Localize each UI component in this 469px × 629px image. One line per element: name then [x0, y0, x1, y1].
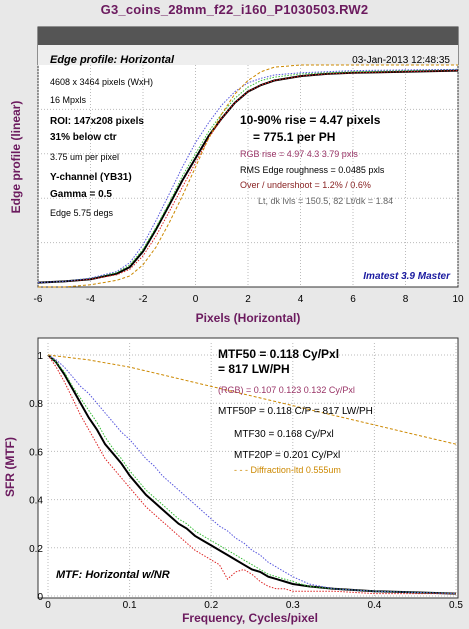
mtf-ylabel: SFR (MTF) [3, 437, 17, 497]
edge-header-band [38, 27, 458, 45]
info-line-3: 31% below ctr [50, 132, 117, 143]
edge-ylabel: Edge profile (linear) [9, 101, 23, 214]
info-line-1: 16 Mpxls [50, 95, 87, 105]
mtf-panel: 0 0.1 0.2 0.3 0.4 0.5 0 0.2 0.4 0.6 0.8 1 MTF50 = … [3, 337, 463, 625]
edge-xtick-label: 6 [350, 294, 356, 305]
mtf-series-green [47, 354, 457, 595]
info-line-0: 4608 x 3464 pixels (WxH) [50, 77, 153, 87]
mtf-ytick-label: 1 [37, 351, 43, 362]
mtf-xlabel: Frequency, Cycles/pixel [182, 611, 318, 625]
info-line-4: 3.75 um per pixel [50, 152, 119, 162]
info-line-5: Y-channel (YB31) [50, 172, 132, 183]
mtf-series-blue [47, 354, 457, 595]
info-line-2: ROI: 147x208 pixels [50, 116, 144, 127]
rms-roughness: RMS Edge roughness = 0.0485 pxls [240, 165, 385, 175]
edge-xtick-label: -2 [139, 294, 148, 305]
edge-xtick-label: -4 [86, 294, 95, 305]
edge-series-diffraction [38, 64, 458, 288]
rise-line-1: 10-90% rise = 4.47 pixels [240, 113, 381, 127]
mtf-series-red [47, 354, 456, 595]
edge-header-light-band [38, 45, 458, 65]
mtf50-lwph: = 817 LW/PH [218, 362, 290, 376]
window-title: G3_coins_28mm_f22_i160_P1030503.RW2 [100, 2, 369, 17]
edge-xtick-label: 2 [245, 294, 251, 305]
mtf-xtick-label: 0 [45, 600, 51, 611]
mtf30-value: MTF30 = 0.168 Cy/Pxl [234, 429, 334, 440]
mtf-ytick-label: 0.6 [29, 447, 43, 458]
mtf-xtick-label: 0.1 [123, 600, 137, 611]
edge-profile-panel: -6 -4 -2 0 2 4 6 8 10 Edge profile: Horizontal 0… [9, 26, 464, 325]
edge-xtick-label: 8 [403, 294, 409, 305]
mtf50-value: MTF50 = 0.118 Cy/Pxl [218, 347, 339, 361]
mtf20p-value: MTF20P = 0.201 Cy/Pxl [234, 450, 340, 461]
edge-xlabel: Pixels (Horizontal) [196, 311, 301, 325]
mtf-xtick-label: 0.3 [286, 600, 300, 611]
mtf-xtick-label: 0.5 [449, 600, 463, 611]
lt-dk-levels: Lt, dk lvls = 150.5, 82 Lt/dk = 1.84 [258, 196, 393, 206]
info-line-7: Edge 5.75 degs [50, 208, 114, 218]
mtf-xtick-label: 0.4 [367, 600, 381, 611]
mtf50-rgb: (RGB) = 0.107 0.123 0.132 Cy/Pxl [218, 385, 355, 395]
info-line-6: Gamma = 0.5 [50, 189, 112, 200]
mtf-series-black [47, 354, 457, 595]
diffraction-legend: - - - Diffraction-ltd 0.555um [234, 465, 341, 475]
edge-series-red [37, 70, 459, 284]
mtf-ytick-label: 0 [37, 592, 43, 603]
rise-line-2: = 775.1 per PH [253, 130, 335, 144]
rgb-rise: RGB rise = 4.97 4.3 3.79 pxls [240, 149, 358, 159]
edge-xtick-label: 10 [452, 294, 464, 305]
mtf-ytick-label: 0.4 [29, 496, 43, 507]
mtf-xtick-label: 0.2 [204, 600, 218, 611]
edge-xtick-label: 0 [193, 294, 199, 305]
mtf-ytick-label: 0.8 [29, 399, 43, 410]
mtf-plot-area [37, 337, 459, 599]
imatest-version: Imatest 3.9 Master [363, 271, 451, 282]
edge-series-blue [37, 68, 459, 284]
mtf-ytick-label: 0.2 [29, 544, 43, 555]
edge-header-right: 03-Jan-2013 12:48:35 [352, 55, 450, 66]
mtf-panel-label: MTF: Horizontal w/NR [56, 569, 170, 581]
over-undershoot: Over / undershoot = 1.2% / 0.6% [240, 180, 371, 190]
edge-xtick-label: 4 [298, 294, 304, 305]
mtf50p-value: MTF50P = 0.118 C/P = 817 LW/PH [218, 406, 373, 417]
edge-xtick-label: -6 [34, 294, 43, 305]
edge-header-left: Edge profile: Horizontal [50, 54, 175, 66]
edge-series-green [37, 68, 459, 284]
